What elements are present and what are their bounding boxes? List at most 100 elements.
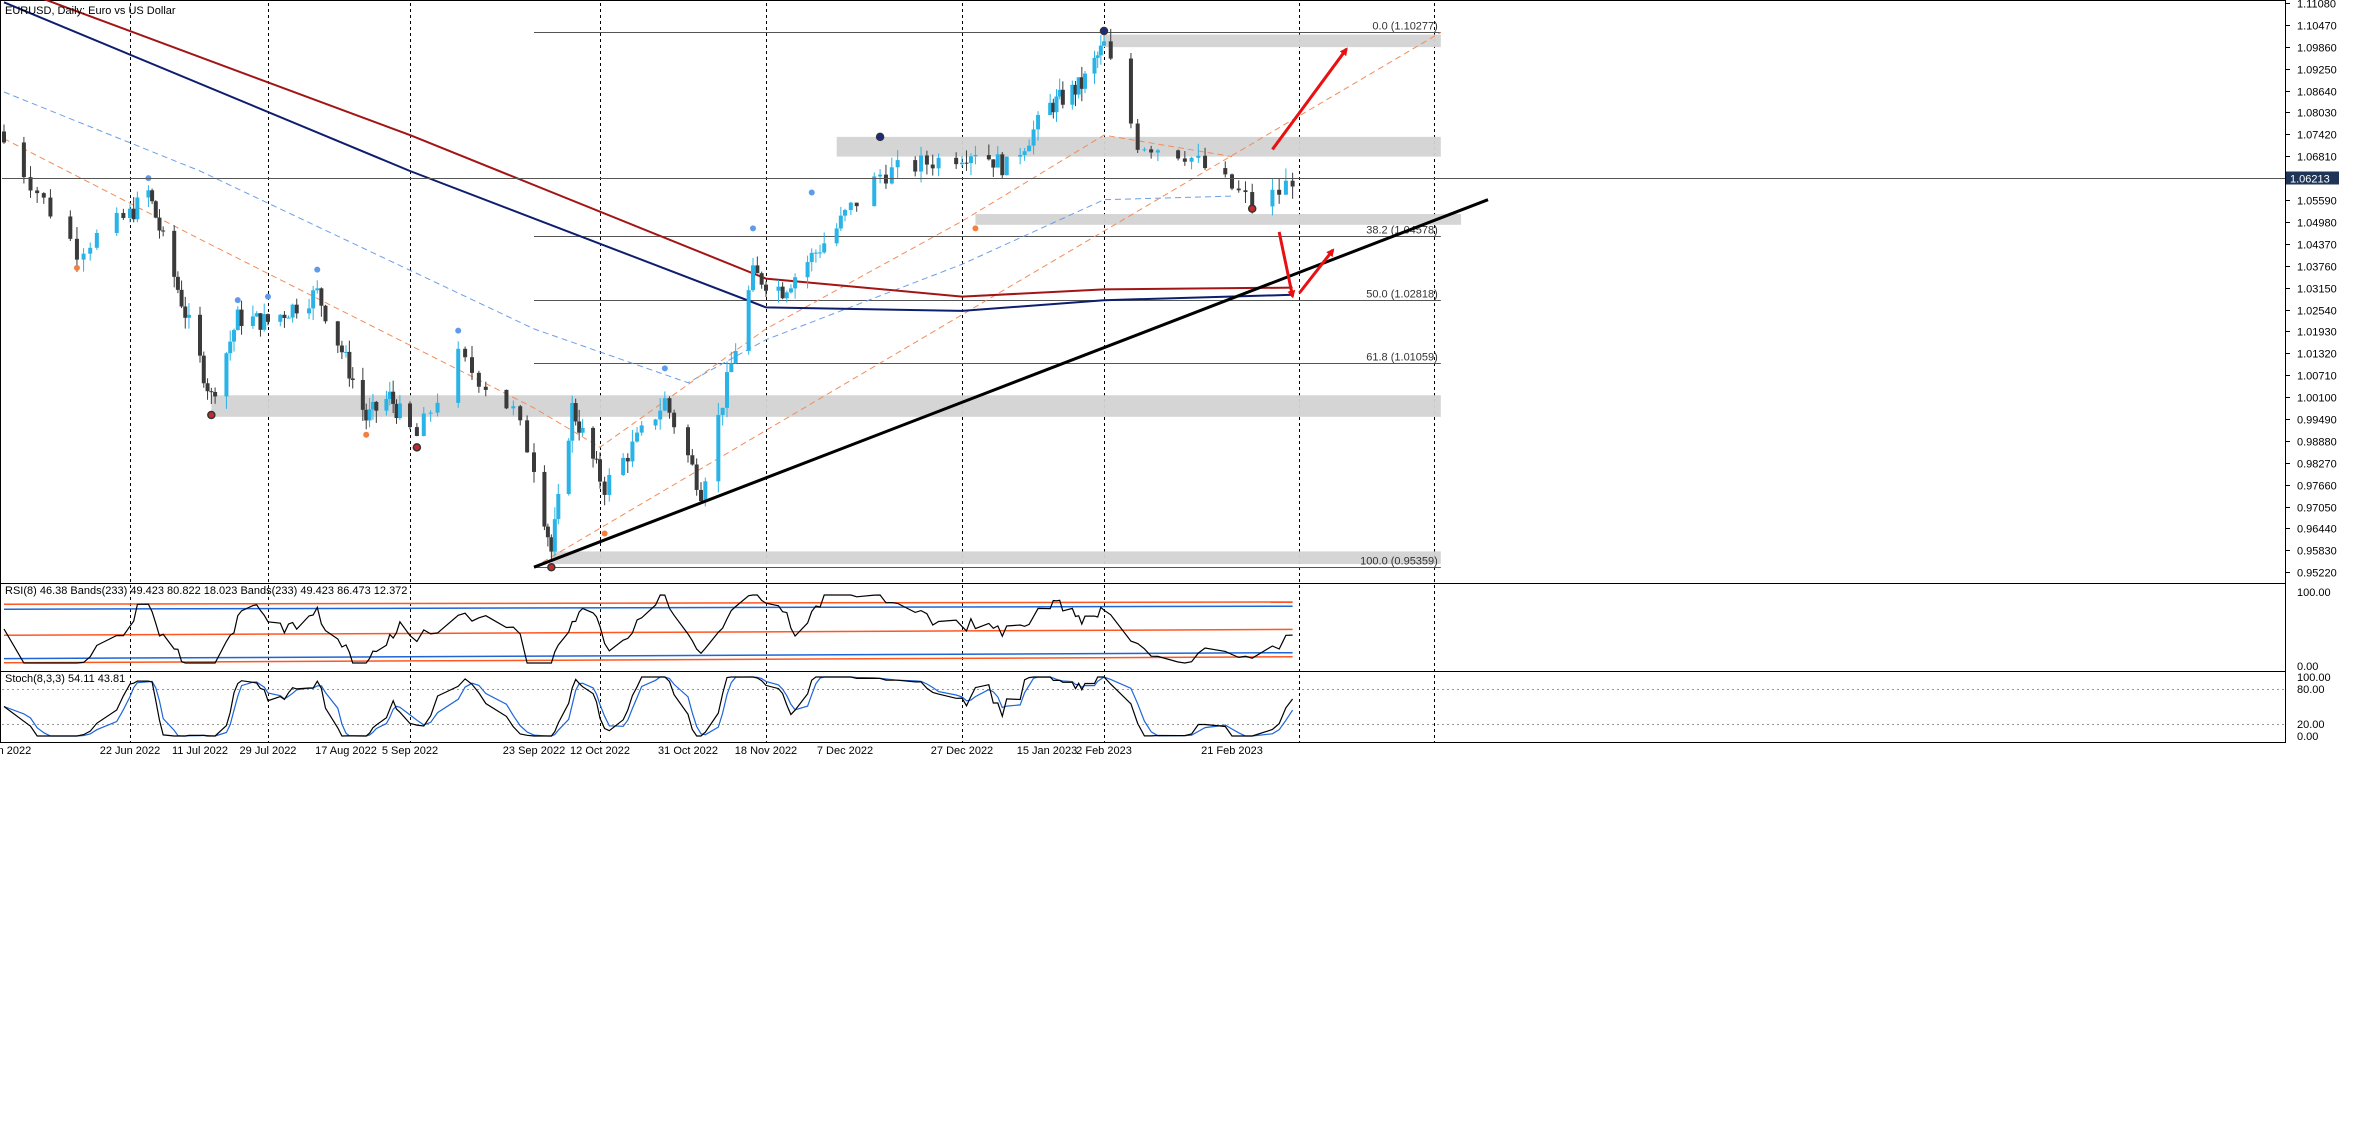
candle-body[interactable] (48, 197, 53, 217)
candle-body[interactable] (1250, 192, 1255, 207)
candle-body[interactable] (751, 265, 755, 291)
candle-body[interactable] (594, 458, 599, 460)
candle-body[interactable] (872, 176, 877, 207)
candle-body[interactable] (532, 452, 536, 472)
candle-body[interactable] (1135, 123, 1140, 150)
price-zone[interactable] (551, 551, 1441, 564)
candle-body[interactable] (1128, 58, 1133, 124)
candle-body[interactable] (421, 413, 426, 436)
candle-body[interactable] (964, 162, 969, 164)
candle-body[interactable] (121, 212, 126, 218)
candle-body[interactable] (834, 228, 839, 244)
candle-body[interactable] (667, 398, 672, 413)
candle-body[interactable] (294, 304, 299, 314)
candle-body[interactable] (335, 321, 340, 346)
candle-body[interactable] (1027, 145, 1032, 152)
candle-body[interactable] (1155, 150, 1160, 153)
candle-body[interactable] (973, 155, 978, 157)
candle-body[interactable] (995, 154, 1000, 168)
candle-body[interactable] (232, 330, 236, 342)
candle-body[interactable] (570, 403, 575, 441)
candle-body[interactable] (88, 247, 93, 254)
candle-body[interactable] (1057, 89, 1062, 97)
candle-body[interactable] (205, 383, 210, 392)
candle-body[interactable] (131, 208, 136, 220)
candle-body[interactable] (1070, 84, 1075, 105)
candle-body[interactable] (746, 290, 751, 351)
candle-body[interactable] (21, 142, 26, 178)
candle-body[interactable] (1102, 41, 1106, 46)
candle-body[interactable] (621, 457, 626, 475)
candle-body[interactable] (635, 432, 640, 442)
candle-body[interactable] (290, 304, 295, 318)
candle-body[interactable] (630, 441, 635, 462)
candle-body[interactable] (703, 481, 708, 502)
candle-body[interactable] (456, 348, 461, 403)
candle-body[interactable] (1083, 73, 1087, 89)
candle-body[interactable] (157, 217, 162, 231)
candle-body[interactable] (360, 379, 365, 410)
candle-body[interactable] (1031, 129, 1036, 146)
candle-body[interactable] (41, 193, 46, 198)
candle-body[interactable] (414, 427, 419, 436)
candle-body[interactable] (307, 308, 312, 314)
candle-body[interactable] (573, 403, 578, 422)
candle-body[interactable] (1283, 180, 1288, 195)
candle-body[interactable] (347, 351, 352, 379)
candle-body[interactable] (1000, 154, 1005, 176)
candle-body[interactable] (518, 406, 523, 421)
candle-body[interactable] (179, 289, 184, 307)
candle-body[interactable] (662, 398, 667, 411)
candle-body[interactable] (1018, 154, 1023, 157)
candle-body[interactable] (213, 391, 218, 397)
candle-body[interactable] (690, 455, 695, 465)
candle-body[interactable] (919, 155, 924, 172)
candle-body[interactable] (699, 489, 703, 502)
candle-body[interactable] (986, 155, 991, 160)
candle-body[interactable] (542, 471, 547, 527)
candle-body[interactable] (1036, 114, 1041, 130)
candle-body[interactable] (1176, 150, 1181, 159)
candle-body[interactable] (483, 386, 488, 390)
candle-body[interactable] (511, 406, 516, 409)
candle-body[interactable] (235, 309, 240, 331)
candle-body[interactable] (780, 286, 785, 299)
candle-body[interactable] (1092, 57, 1097, 74)
candle-body[interactable] (282, 314, 287, 318)
candle-body[interactable] (1182, 158, 1187, 162)
candle-body[interactable] (913, 160, 918, 172)
candle-body[interactable] (1108, 41, 1113, 59)
candle-body[interactable] (135, 197, 140, 220)
price-zone[interactable] (975, 214, 1462, 225)
candle-body[interactable] (545, 526, 550, 538)
candle-body[interactable] (924, 155, 929, 165)
candle-body[interactable] (1079, 77, 1084, 89)
candle-body[interactable] (755, 265, 760, 274)
candle-body[interactable] (476, 372, 481, 387)
candle-body[interactable] (577, 421, 582, 433)
candle-body[interactable] (370, 401, 375, 410)
candle-body[interactable] (278, 314, 283, 322)
candle-body[interactable] (262, 314, 267, 330)
candle-body[interactable] (1277, 189, 1282, 195)
candle-body[interactable] (1142, 149, 1147, 151)
candle-body[interactable] (319, 288, 324, 306)
candle-body[interactable] (580, 427, 585, 433)
candle-body[interactable] (936, 157, 941, 169)
candle-body[interactable] (1243, 190, 1248, 193)
candle-body[interactable] (311, 290, 316, 309)
candle-body[interactable] (1290, 180, 1295, 187)
candle-body[interactable] (387, 391, 392, 399)
candle-body[interactable] (556, 493, 561, 520)
candle-body[interactable] (729, 363, 734, 373)
candle-body[interactable] (224, 353, 229, 397)
candle-body[interactable] (1223, 168, 1228, 175)
candle-body[interactable] (1236, 188, 1241, 191)
candle-body[interactable] (566, 440, 571, 494)
candle-body[interactable] (854, 202, 859, 207)
candle-body[interactable] (788, 288, 793, 293)
candle-body[interactable] (822, 243, 827, 253)
candle-body[interactable] (183, 306, 188, 318)
candle-body[interactable] (397, 403, 402, 419)
candle-body[interactable] (658, 410, 663, 420)
